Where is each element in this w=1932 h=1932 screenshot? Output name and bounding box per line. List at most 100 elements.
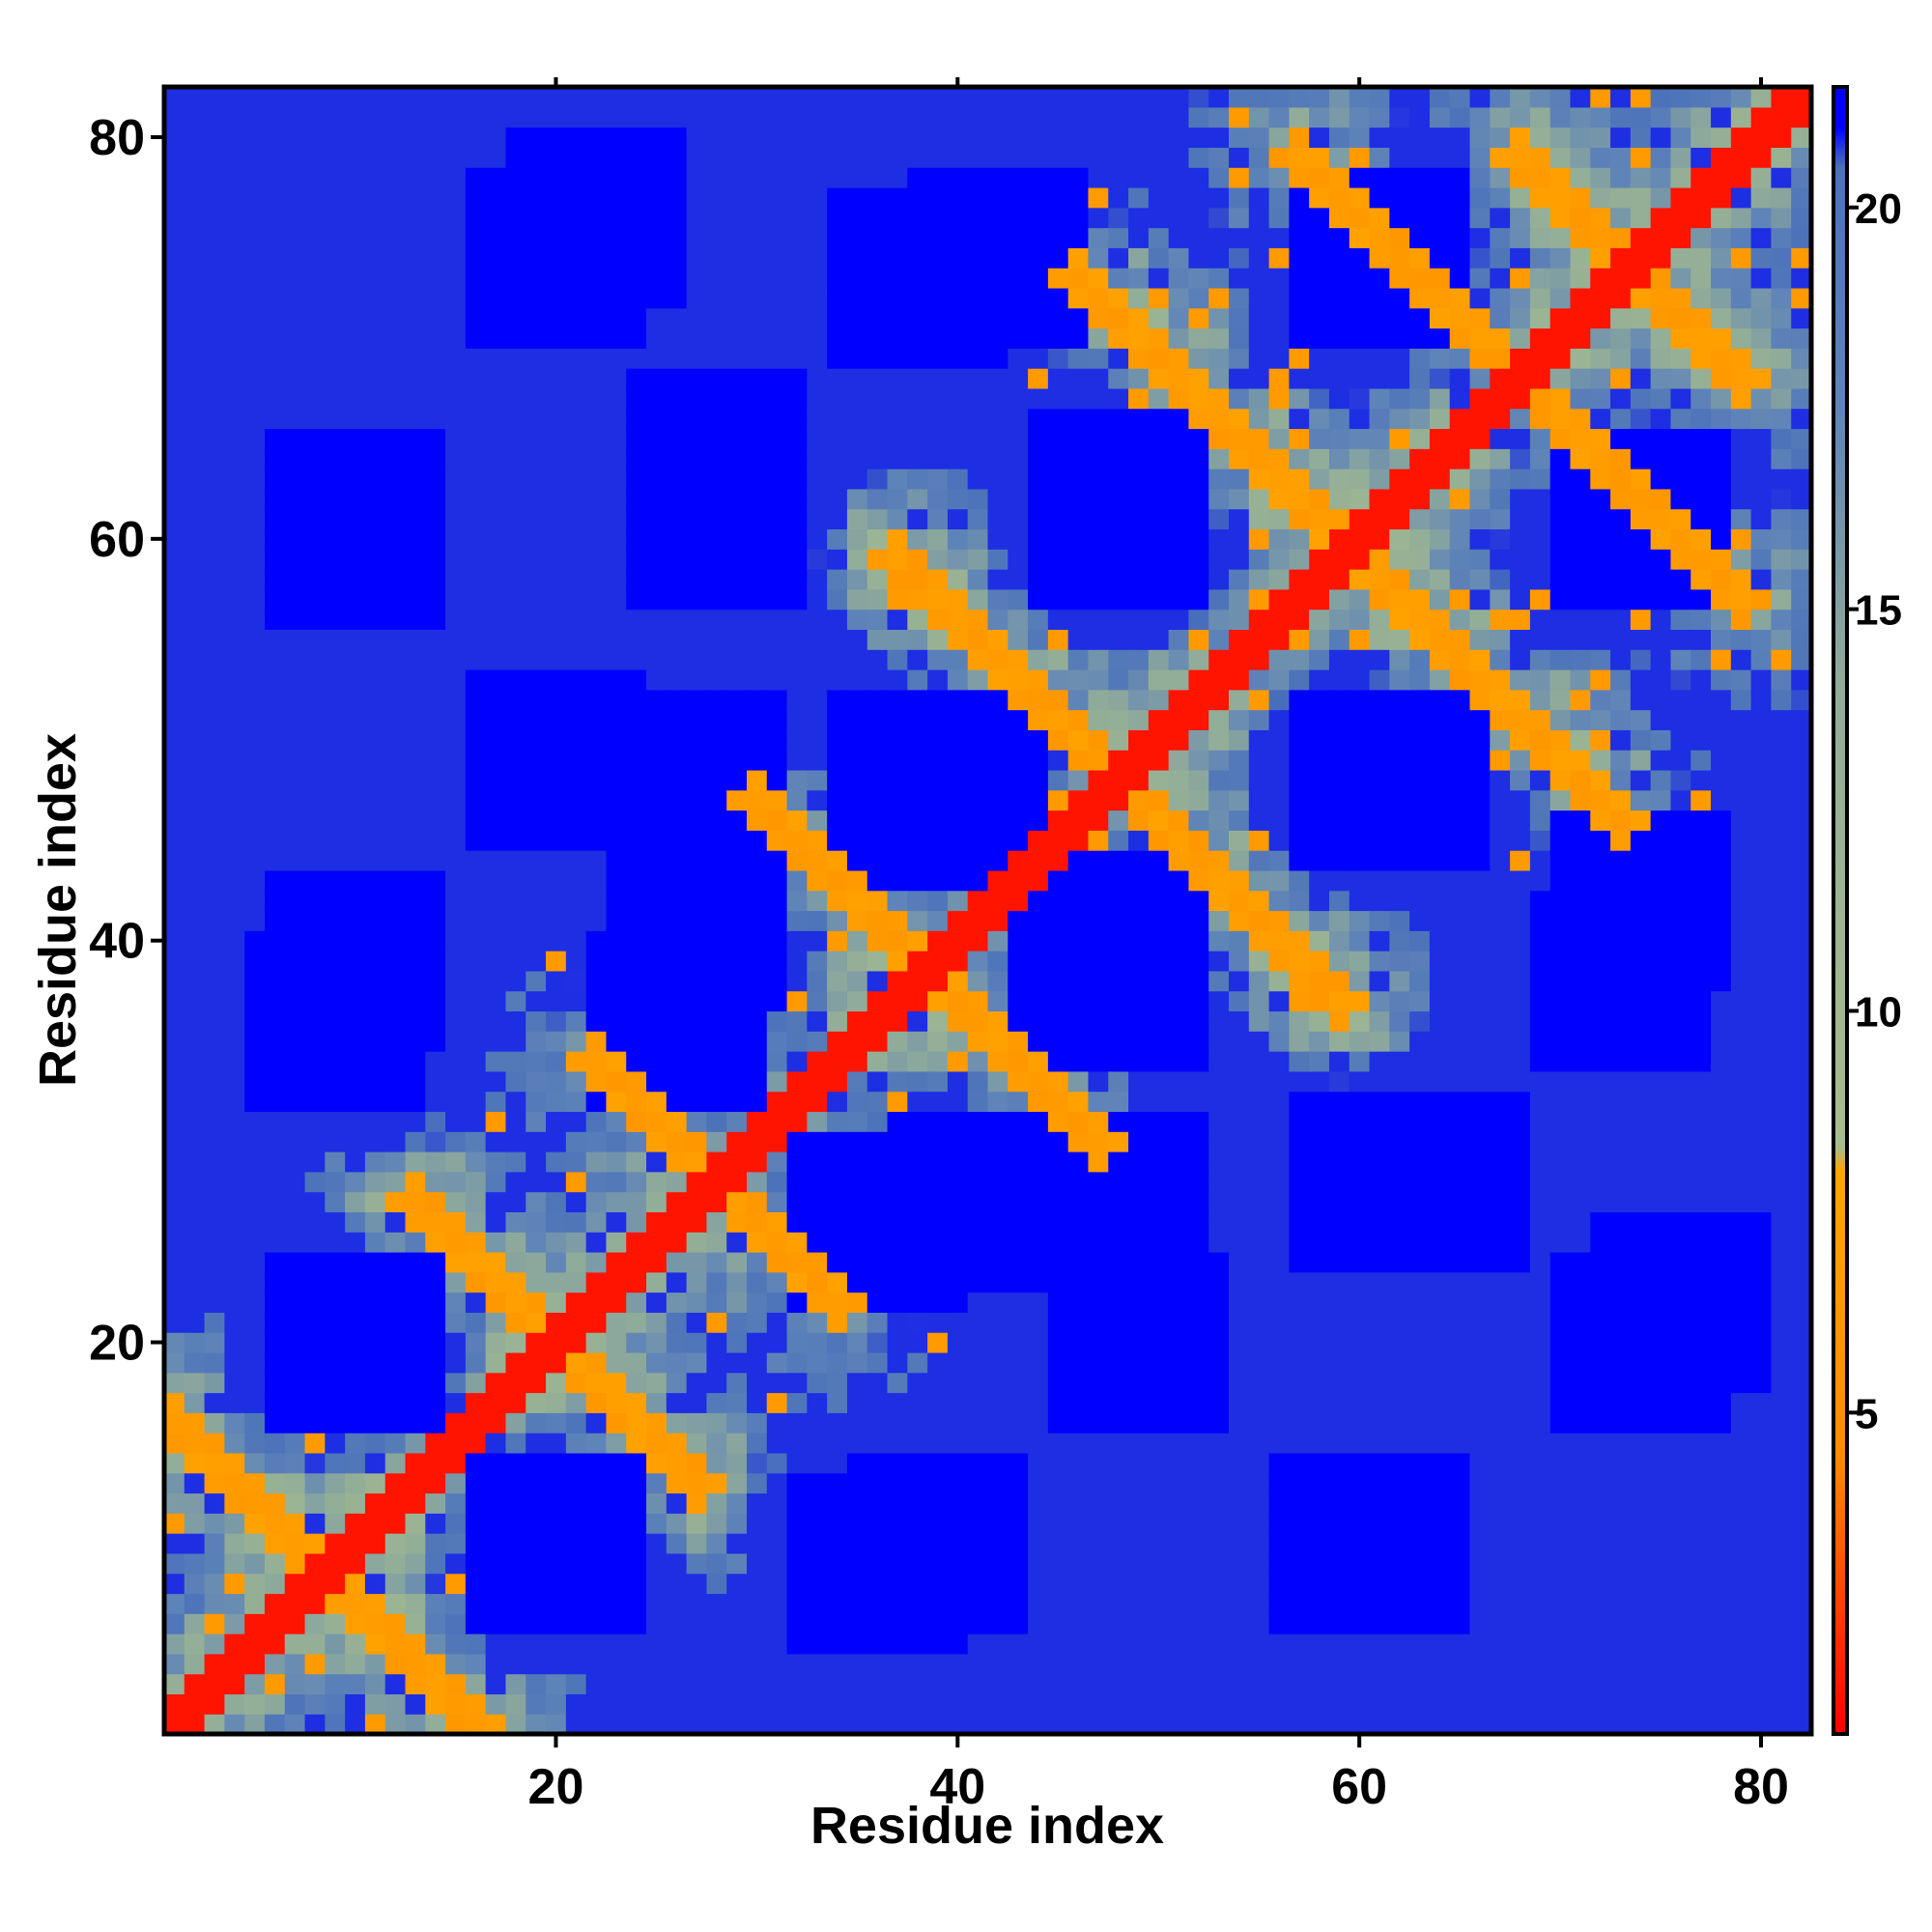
heatmap-cell bbox=[445, 348, 467, 369]
heatmap-cell bbox=[1028, 729, 1049, 751]
heatmap-cell bbox=[706, 1392, 727, 1413]
heatmap-cell bbox=[967, 629, 989, 650]
heatmap-cell bbox=[284, 1693, 306, 1715]
heatmap-cell bbox=[726, 448, 748, 469]
heatmap-cell bbox=[465, 910, 487, 931]
heatmap-cell bbox=[526, 1292, 547, 1313]
heatmap-cell bbox=[807, 167, 828, 188]
heatmap-cell bbox=[264, 1351, 286, 1374]
heatmap-cell bbox=[425, 287, 446, 309]
heatmap-cell bbox=[1008, 1010, 1029, 1032]
heatmap-cell bbox=[505, 387, 526, 410]
heatmap-cell bbox=[807, 709, 828, 730]
heatmap-cell bbox=[546, 1351, 567, 1374]
heatmap-cell bbox=[1208, 810, 1230, 831]
heatmap-cell bbox=[947, 1573, 969, 1595]
heatmap-cell bbox=[1067, 368, 1090, 389]
heatmap-cell bbox=[1028, 348, 1049, 369]
heatmap-cell bbox=[1349, 789, 1371, 811]
heatmap-cell bbox=[465, 1392, 487, 1413]
heatmap-cell bbox=[1349, 1412, 1371, 1434]
heatmap-cell bbox=[666, 810, 688, 831]
heatmap-cell bbox=[606, 167, 627, 188]
heatmap-cell bbox=[425, 1211, 446, 1233]
heatmap-cell bbox=[485, 428, 507, 449]
heatmap-cell bbox=[445, 1131, 467, 1152]
heatmap-cell bbox=[204, 1392, 225, 1413]
heatmap-cell bbox=[766, 1031, 788, 1052]
heatmap-cell bbox=[526, 167, 547, 188]
heatmap-cell bbox=[364, 87, 386, 108]
heatmap-cell bbox=[927, 1051, 949, 1072]
heatmap-cell bbox=[746, 990, 768, 1012]
heatmap-cell bbox=[846, 348, 868, 369]
heatmap-cell bbox=[425, 1714, 446, 1735]
heatmap-cell bbox=[987, 1151, 1009, 1173]
heatmap-cell bbox=[304, 1070, 326, 1093]
heatmap-cell bbox=[204, 789, 225, 811]
heatmap-cell bbox=[1088, 1111, 1109, 1132]
heatmap-cell bbox=[546, 1533, 567, 1554]
heatmap-cell bbox=[244, 1131, 266, 1152]
heatmap-cell bbox=[606, 1472, 627, 1494]
heatmap-cell bbox=[304, 951, 326, 972]
heatmap-cell bbox=[204, 1433, 225, 1454]
heatmap-cell bbox=[264, 1513, 286, 1534]
heatmap-cell bbox=[485, 1171, 507, 1193]
heatmap-cell bbox=[1289, 368, 1310, 389]
heatmap-cell bbox=[1067, 327, 1090, 349]
heatmap-cell bbox=[967, 287, 989, 309]
heatmap-cell bbox=[766, 1513, 788, 1534]
heatmap-cell bbox=[526, 1513, 547, 1534]
heatmap-cell bbox=[927, 1392, 949, 1413]
heatmap-cell bbox=[1047, 1673, 1069, 1695]
heatmap-cell bbox=[646, 528, 668, 550]
heatmap-cell bbox=[1248, 1332, 1270, 1353]
heatmap-cell bbox=[1148, 1452, 1170, 1474]
heatmap-cell bbox=[706, 1010, 727, 1032]
heatmap-cell bbox=[465, 1593, 487, 1614]
heatmap-cell bbox=[244, 569, 266, 590]
heatmap-cell bbox=[666, 1131, 688, 1152]
heatmap-cell bbox=[766, 649, 788, 670]
heatmap-cell bbox=[345, 1070, 366, 1093]
heatmap-cell bbox=[666, 1634, 688, 1655]
heatmap-cell bbox=[987, 1351, 1009, 1374]
heatmap-cell bbox=[686, 1111, 707, 1132]
heatmap-cell bbox=[1268, 368, 1290, 389]
heatmap-cell bbox=[887, 729, 908, 751]
heatmap-cell bbox=[1067, 167, 1090, 188]
heatmap-cell bbox=[947, 1010, 969, 1032]
heatmap-cell bbox=[526, 1051, 547, 1072]
heatmap-cell bbox=[1248, 1211, 1270, 1233]
heatmap-cell bbox=[1168, 1131, 1190, 1152]
heatmap-cell bbox=[666, 1211, 688, 1233]
heatmap-cell bbox=[967, 227, 989, 248]
heatmap-cell bbox=[1349, 869, 1371, 892]
heatmap-cell bbox=[746, 1533, 768, 1554]
heatmap-cell bbox=[585, 1211, 608, 1233]
heatmap-cell bbox=[1128, 408, 1150, 430]
heatmap-cell bbox=[384, 1070, 407, 1093]
heatmap-cell bbox=[1268, 106, 1290, 128]
heatmap-cell bbox=[726, 709, 748, 730]
heatmap-cell bbox=[1067, 1634, 1090, 1655]
heatmap-cell bbox=[405, 348, 426, 369]
heatmap-cell bbox=[766, 1332, 788, 1353]
heatmap-cell bbox=[405, 990, 426, 1012]
heatmap-cell bbox=[264, 569, 286, 590]
heatmap-cell bbox=[626, 549, 647, 570]
heatmap-cell bbox=[947, 307, 969, 329]
heatmap-cell bbox=[224, 247, 245, 269]
heatmap-cell bbox=[304, 1513, 326, 1534]
heatmap-cell bbox=[666, 549, 688, 570]
heatmap-cell bbox=[405, 327, 426, 349]
heatmap-cell bbox=[646, 106, 668, 128]
heatmap-cell bbox=[1168, 1472, 1190, 1494]
heatmap-cell bbox=[224, 1351, 245, 1374]
heatmap-cell bbox=[967, 1351, 989, 1374]
heatmap-cell bbox=[224, 1613, 245, 1634]
heatmap-cell bbox=[867, 387, 889, 410]
heatmap-cell bbox=[425, 1452, 446, 1474]
heatmap-cell bbox=[626, 850, 647, 871]
